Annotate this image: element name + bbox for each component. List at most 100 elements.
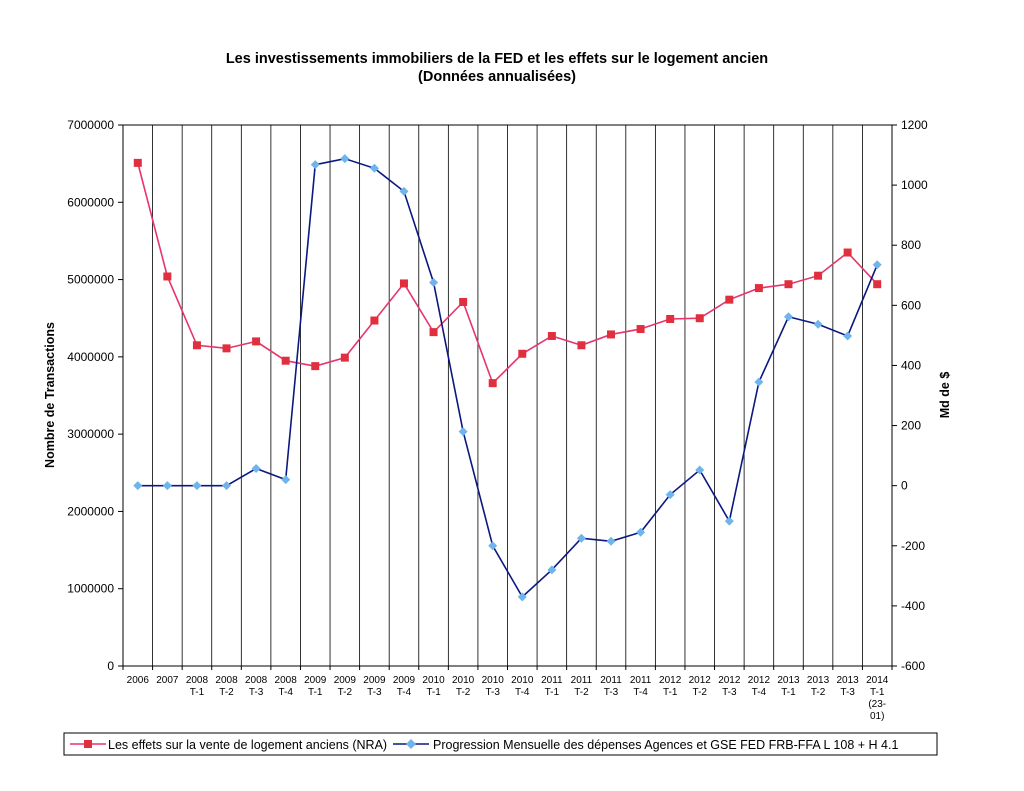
data-point-fed xyxy=(636,527,646,537)
left-axis-ticks: 0 1000000 2000000 3000000 4000000 5000000 6000… xyxy=(67,118,123,673)
x-tick-label: 2013 T-1 xyxy=(777,675,800,698)
x-tick-label: 2008 T-2 xyxy=(215,675,238,698)
right-axis-ticks: -600 -400 -200 0 200 400 600 800 1000 1200 xyxy=(892,118,928,673)
x-tick-label-line: T-1 xyxy=(663,687,678,698)
data-point-nra xyxy=(695,314,704,323)
data-point-nra xyxy=(843,248,852,257)
data-point-nra xyxy=(311,362,320,371)
x-tick-label-line: 2008 xyxy=(215,675,238,686)
data-point-nra xyxy=(429,328,438,337)
data-point-nra xyxy=(192,341,201,350)
data-point-fed xyxy=(281,475,291,485)
left-tick-label: 7000000 xyxy=(67,118,114,132)
data-point-nra xyxy=(399,279,408,288)
data-point-nra xyxy=(754,284,763,293)
x-tick-label: 2010 T-3 xyxy=(482,675,505,698)
data-point-nra xyxy=(163,272,172,281)
data-point-nra xyxy=(133,158,142,167)
x-tick-label-line: 2011 xyxy=(630,675,652,686)
x-tick-label-line: T-4 xyxy=(515,687,530,698)
x-tick-label-line: T-2 xyxy=(456,687,471,698)
data-point-nra xyxy=(784,280,793,289)
x-tick-label: 2011 T-1 xyxy=(541,675,563,698)
x-tick-label-line: T-4 xyxy=(397,687,412,698)
data-point-nra xyxy=(370,316,379,325)
data-point-nra xyxy=(340,353,349,362)
data-point-fed xyxy=(606,536,616,546)
x-tick-label-line: T-2 xyxy=(811,687,826,698)
left-tick-label: 2000000 xyxy=(67,504,114,518)
x-tick-label-line: 2011 xyxy=(541,675,563,686)
x-tick-label-line: T-2 xyxy=(219,687,234,698)
x-tick-label-line: T-3 xyxy=(485,687,500,698)
left-tick-label: 1000000 xyxy=(67,582,114,596)
x-tick-label-line: 2009 xyxy=(393,675,416,686)
x-tick-label-line: T-3 xyxy=(249,687,264,698)
data-point-fed xyxy=(429,277,439,287)
x-tick-label-line: T-2 xyxy=(574,687,589,698)
left-tick-label: 5000000 xyxy=(67,273,114,287)
x-tick-label-line: 2009 xyxy=(334,675,357,686)
data-point-nra xyxy=(577,341,586,350)
x-tick-label: 2012 T-3 xyxy=(718,675,741,698)
data-point-nra xyxy=(607,330,616,339)
left-tick-label: 6000000 xyxy=(67,195,114,209)
data-point-nra xyxy=(547,331,556,340)
x-tick-label: 2012 T-4 xyxy=(748,675,771,698)
x-tick-label: 2009 T-1 xyxy=(304,675,327,698)
x-tick-label: 2014 T-1 (23-01) xyxy=(866,675,889,722)
x-tick-label: 2008 T-3 xyxy=(245,675,268,698)
x-tick-label-line: T-2 xyxy=(338,687,353,698)
series-nra xyxy=(133,158,882,388)
x-tick-label-line: 2010 xyxy=(452,675,475,686)
left-axis-label: Nombre de Transactions xyxy=(43,322,57,468)
x-tick-label-line: T-4 xyxy=(278,687,293,698)
x-tick-label-line: 2013 xyxy=(807,675,830,686)
data-point-nra xyxy=(725,295,734,304)
x-tick-label: 2013 T-2 xyxy=(807,675,830,698)
data-point-fed xyxy=(399,186,409,196)
x-tick-label-line: 2011 xyxy=(571,675,593,686)
data-point-nra xyxy=(873,280,882,289)
legend-label-fed: Progression Mensuelle des dépenses Agenc… xyxy=(433,738,898,752)
data-point-fed xyxy=(872,260,882,270)
right-tick-label: 1000 xyxy=(901,178,928,192)
x-tick-label-line: 2009 xyxy=(363,675,386,686)
left-tick-label: 4000000 xyxy=(67,350,114,364)
x-tick-label-line: T-1 xyxy=(190,687,205,698)
right-tick-label: 200 xyxy=(901,419,921,433)
x-tick-label: 2009 T-2 xyxy=(334,675,357,698)
x-tick-label-line: T-3 xyxy=(367,687,382,698)
x-tick-label-line: 2010 xyxy=(482,675,505,686)
data-point-fed xyxy=(576,533,586,543)
x-tick-label-line: 2013 xyxy=(837,675,860,686)
right-tick-label: -200 xyxy=(901,539,925,553)
series-fed xyxy=(133,154,882,602)
x-tick-label-line: 2008 xyxy=(245,675,268,686)
data-point-fed xyxy=(724,516,734,526)
data-point-fed xyxy=(222,481,232,491)
x-tick-label: 2006 xyxy=(127,675,150,686)
x-tick-label-line: 2011 xyxy=(600,675,622,686)
chart-title-line1: Les investissements immobiliers de la FE… xyxy=(226,51,768,67)
x-tick-label: 2010 T-2 xyxy=(452,675,475,698)
x-tick-label: 2010 T-1 xyxy=(422,675,445,698)
right-tick-label: 600 xyxy=(901,298,921,312)
legend-box xyxy=(63,732,938,756)
data-point-fed xyxy=(843,331,853,341)
x-tick-label: 2010 T-4 xyxy=(511,675,534,698)
x-tick-label-line: T-4 xyxy=(633,687,648,698)
right-tick-label: -600 xyxy=(901,659,925,673)
x-tick-label-line: T-2 xyxy=(693,687,708,698)
x-tick-label-line: T-3 xyxy=(604,687,619,698)
legend-label-nra: Les effets sur la vente de logement anci… xyxy=(108,738,387,752)
x-tick-label-line: T-1 xyxy=(870,687,885,698)
x-tick-label-line: 2014 xyxy=(866,675,889,686)
x-tick-label: 2008 T-1 xyxy=(186,675,209,698)
x-tick-label-line: T-3 xyxy=(722,687,737,698)
data-point-fed xyxy=(517,592,527,602)
data-point-fed xyxy=(783,312,793,322)
legend-marker-nra xyxy=(84,740,92,748)
data-point-nra xyxy=(281,356,290,365)
data-point-fed xyxy=(488,541,498,551)
